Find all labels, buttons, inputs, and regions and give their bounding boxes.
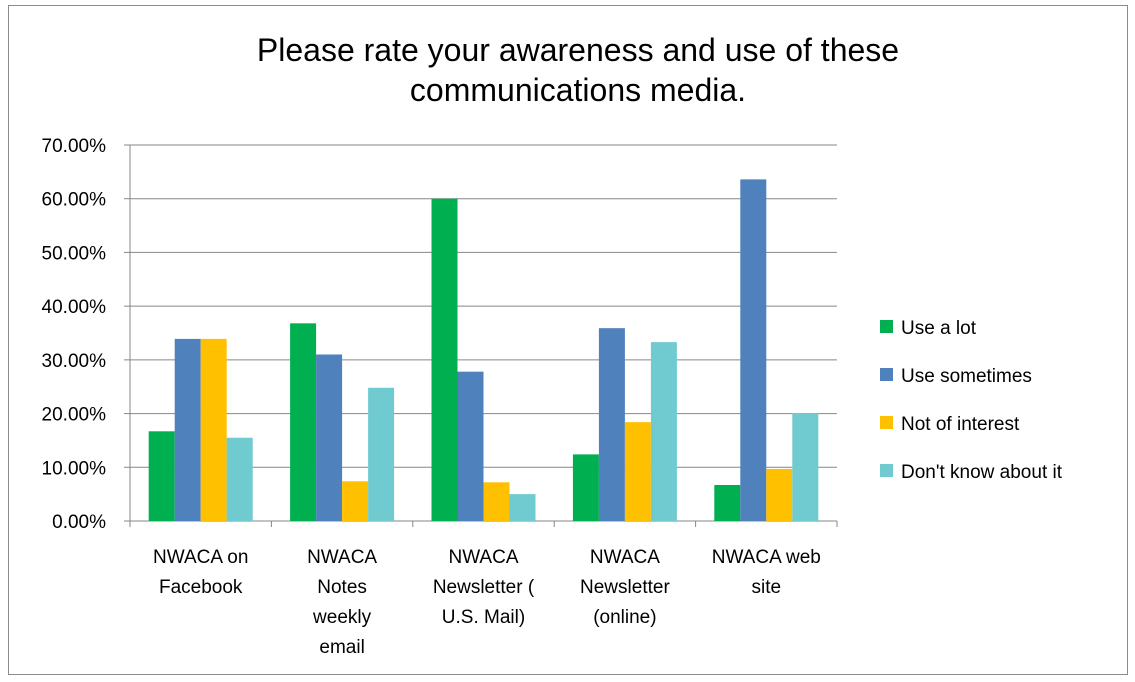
bar-use-sometimes	[174, 338, 201, 521]
legend-swatch	[880, 368, 893, 381]
bar-not-of-interest	[624, 422, 651, 521]
bar-don-t-know-about-it	[792, 413, 819, 521]
category-label: Notes	[317, 577, 367, 598]
bar-use-a-lot	[572, 454, 599, 521]
bar-use-sometimes	[740, 179, 767, 521]
bar-not-of-interest	[200, 338, 227, 521]
legend-label: Not of interest	[901, 414, 1020, 435]
bar-use-a-lot	[148, 431, 175, 521]
bar-don-t-know-about-it	[650, 342, 677, 521]
legend-swatch	[880, 464, 893, 477]
chart-title-line: communications media.	[410, 72, 746, 108]
y-tick-label: 40.00%	[42, 297, 107, 318]
category-label: Newsletter (	[433, 577, 535, 598]
legend-label: Don't know about it	[901, 462, 1063, 483]
chart-title-line: Please rate your awareness and use of th…	[257, 32, 899, 68]
y-tick-label: 0.00%	[52, 512, 106, 533]
bar-use-sometimes	[598, 328, 625, 521]
bar-use-sometimes	[316, 354, 343, 521]
category-label: Newsletter	[580, 577, 670, 598]
y-tick-label: 20.00%	[42, 405, 107, 426]
bar-don-t-know-about-it	[509, 494, 536, 521]
category-label: NWACA	[307, 547, 377, 568]
legend-swatch	[880, 320, 893, 333]
bar-not-of-interest	[342, 481, 369, 521]
bar-use-a-lot	[714, 485, 741, 521]
bar-don-t-know-about-it	[226, 437, 253, 521]
bar-not-of-interest	[766, 468, 793, 521]
category-label: site	[752, 577, 782, 598]
y-tick-label: 70.00%	[42, 136, 107, 157]
legend-swatch	[880, 416, 893, 429]
category-label: NWACA	[448, 547, 518, 568]
category-label: email	[319, 637, 364, 658]
category-label: U.S. Mail)	[442, 607, 525, 628]
y-tick-label: 30.00%	[42, 351, 107, 372]
legend-label: Use a lot	[901, 318, 977, 339]
y-tick-label: 50.00%	[42, 243, 107, 264]
bar-use-sometimes	[457, 371, 484, 521]
bar-use-a-lot	[290, 323, 317, 521]
bar-not-of-interest	[483, 482, 510, 521]
category-label: NWACA web	[712, 547, 821, 568]
bar-use-a-lot	[431, 198, 458, 521]
category-label: weekly	[312, 607, 372, 628]
category-label: Facebook	[159, 577, 243, 598]
category-label: NWACA	[590, 547, 660, 568]
legend-label: Use sometimes	[901, 366, 1032, 387]
category-label: NWACA on	[153, 547, 248, 568]
y-tick-label: 10.00%	[42, 458, 107, 479]
y-tick-label: 60.00%	[42, 190, 107, 211]
bar-don-t-know-about-it	[368, 387, 395, 521]
category-label: (online)	[593, 607, 656, 628]
